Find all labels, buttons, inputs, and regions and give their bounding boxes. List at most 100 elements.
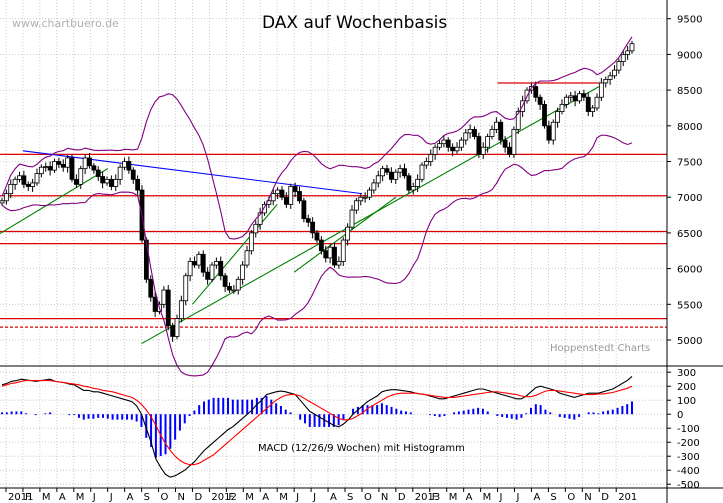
candle-body (458, 139, 464, 148)
candle-body (25, 183, 31, 187)
candle-body (397, 168, 403, 173)
candle-body (117, 166, 123, 180)
candle-body (130, 169, 136, 180)
price-tick-label: 5000 (677, 336, 702, 347)
macd-tick-label: -200 (677, 438, 700, 449)
macd-line (1, 375, 633, 478)
candle-body (170, 325, 176, 337)
candle-body (209, 264, 215, 280)
candle-body (87, 157, 92, 167)
candle-body (607, 75, 613, 80)
time-label: J (516, 492, 520, 503)
price-tick-label: 6000 (677, 265, 702, 276)
candle-body (200, 253, 206, 273)
candle-body (625, 50, 631, 55)
price-tick-label: 7500 (677, 158, 702, 169)
candle-body (581, 93, 587, 98)
candle-body (135, 178, 141, 191)
candle-body (8, 183, 14, 195)
time-label: D (601, 492, 609, 503)
price-layer (0, 36, 667, 377)
candle-body (318, 239, 324, 252)
chart-title: DAX auf Wochenbasis (262, 13, 447, 33)
candle-body (34, 173, 40, 184)
time-label: A (533, 492, 540, 503)
candle-body (248, 232, 254, 252)
candle-body (594, 96, 600, 109)
time-label: F (25, 492, 31, 503)
candle-body (73, 178, 79, 185)
candle-body (279, 189, 285, 198)
candle-body (454, 146, 460, 152)
candle-body (174, 318, 180, 337)
candle-body (30, 182, 36, 187)
candle-body (577, 93, 582, 102)
candle-body (297, 191, 302, 202)
time-label: J (295, 492, 299, 503)
candle-body (620, 54, 626, 62)
candle-body (367, 189, 372, 198)
candle-body (476, 136, 482, 155)
candle-body (375, 175, 381, 184)
candle-body (161, 289, 167, 305)
time-label: M (449, 492, 458, 503)
price-tick-label: 6500 (677, 229, 702, 240)
candle-body (327, 246, 333, 259)
candle-body (143, 239, 149, 280)
candle-body (60, 163, 66, 168)
time-label: M (483, 492, 492, 503)
candle-body (314, 232, 320, 241)
candle-body (555, 111, 561, 123)
candle-body (104, 178, 110, 184)
candle-body (240, 264, 246, 280)
time-label: O (567, 492, 575, 503)
candle-body (0, 200, 5, 204)
macd-tick-label: -100 (677, 424, 700, 435)
trend-line (22, 150, 363, 195)
macd-tick-label: -400 (677, 466, 700, 477)
candle-body (533, 86, 539, 98)
candle-body (423, 161, 429, 166)
candle-body (183, 275, 189, 302)
candle-body (546, 125, 552, 141)
price-tick-label: 7000 (677, 193, 702, 204)
candle-body (43, 166, 49, 168)
candle-body (292, 186, 298, 192)
candle-body (598, 82, 604, 98)
source-label: Hoppenstedt Charts (550, 343, 650, 354)
candle-body (3, 193, 9, 202)
candle-body (218, 261, 224, 277)
candle-body (393, 171, 399, 180)
candle-body (336, 261, 342, 266)
trend-line (0, 168, 108, 235)
time-label: O (364, 492, 372, 503)
candle-body (126, 161, 132, 171)
candle-body (515, 111, 521, 130)
candle-body (213, 261, 219, 266)
time-label: N (178, 492, 185, 503)
candle-body (450, 146, 456, 152)
time-label: S (144, 492, 150, 503)
candle-body (467, 128, 473, 134)
candle-body (511, 128, 517, 155)
time-label: O (161, 492, 169, 503)
candle-body (415, 178, 421, 187)
candle-body (275, 189, 281, 195)
bollinger-lower (1, 134, 633, 377)
macd-tick-label: 300 (677, 368, 696, 379)
candle-body (69, 157, 75, 180)
candle-body (419, 164, 425, 180)
candle-body (257, 212, 263, 225)
time-label: A (330, 492, 337, 503)
candle-body (358, 196, 364, 202)
candle-body (402, 168, 407, 177)
candle-body (371, 182, 377, 191)
candle-body (178, 300, 184, 319)
candle-body (108, 178, 114, 187)
candle-body (82, 157, 88, 170)
time-label: N (584, 492, 591, 503)
candle-body (244, 250, 250, 266)
candle-body (629, 43, 635, 52)
candle-body (349, 209, 355, 228)
